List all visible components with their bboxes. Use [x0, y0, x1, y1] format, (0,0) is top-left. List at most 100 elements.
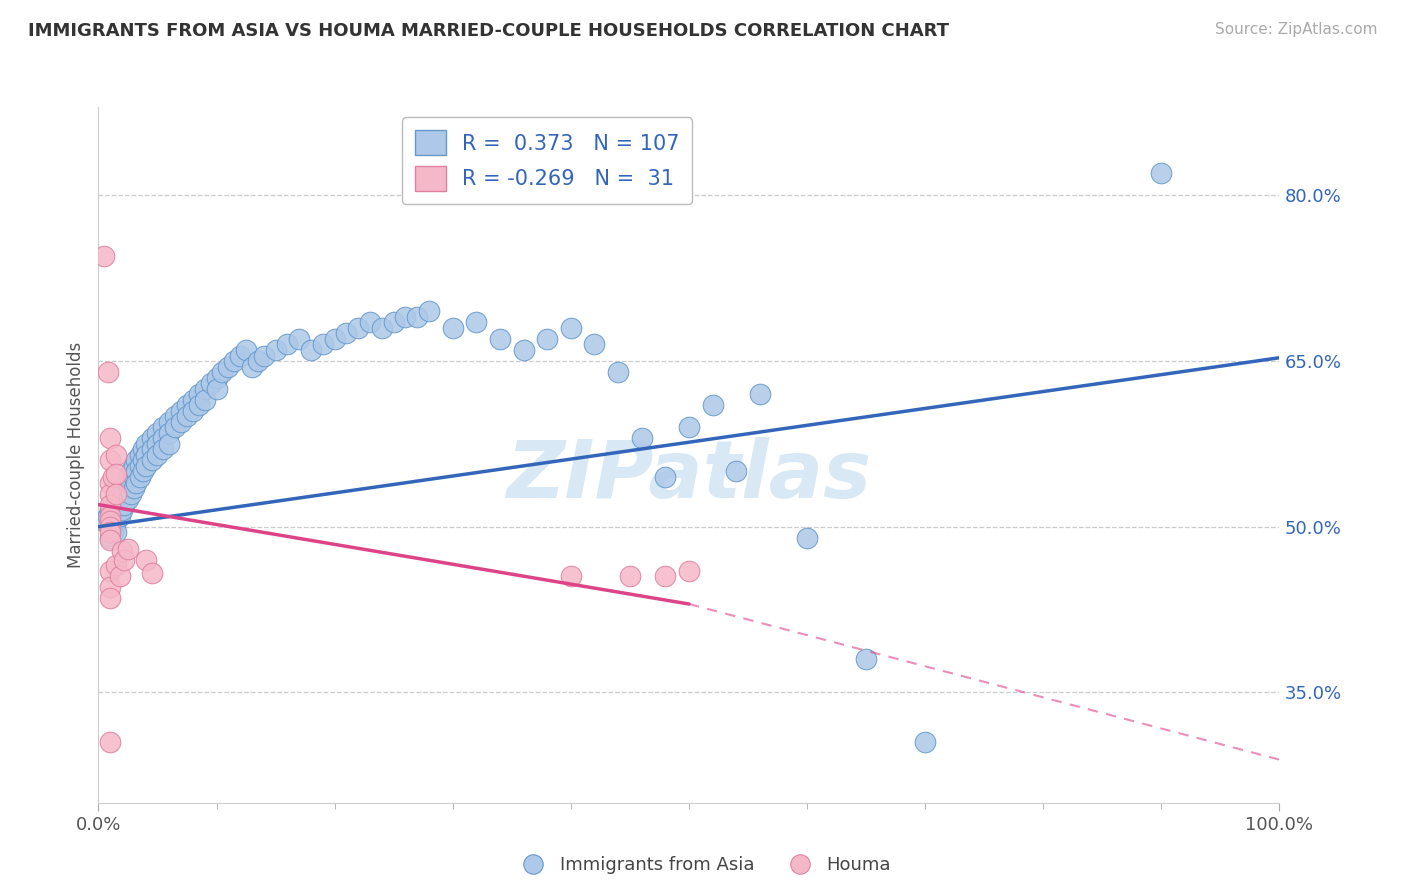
Point: [607, 365, 630, 379]
Point: [335, 326, 357, 341]
Point: [141, 453, 163, 467]
Point: [702, 398, 724, 412]
Point: [98, 508, 121, 523]
Point: [796, 531, 818, 545]
Point: [323, 332, 346, 346]
Point: [98, 531, 121, 545]
Point: [122, 458, 145, 473]
Legend: R =  0.373   N = 107, R = -0.269   N =  31: R = 0.373 N = 107, R = -0.269 N = 31: [402, 118, 692, 203]
Point: [725, 465, 748, 479]
Point: [235, 343, 257, 357]
Text: Source: ZipAtlas.com: Source: ZipAtlas.com: [1215, 22, 1378, 37]
Point: [489, 332, 512, 346]
Point: [181, 392, 204, 407]
Point: [98, 431, 121, 445]
Point: [98, 498, 121, 512]
Legend: Immigrants from Asia, Houma: Immigrants from Asia, Houma: [508, 849, 898, 881]
Point: [132, 465, 155, 479]
Point: [111, 481, 134, 495]
Text: ZIPatlas: ZIPatlas: [506, 437, 872, 515]
Point: [111, 503, 134, 517]
Point: [211, 365, 233, 379]
Point: [253, 349, 276, 363]
Point: [132, 442, 155, 457]
Point: [122, 481, 145, 495]
Point: [93, 514, 115, 528]
Point: [418, 304, 440, 318]
Point: [98, 475, 121, 490]
Point: [630, 431, 652, 445]
Point: [299, 343, 322, 357]
Point: [108, 486, 131, 500]
Point: [132, 453, 155, 467]
Point: [98, 514, 121, 528]
Point: [276, 337, 298, 351]
Point: [382, 315, 405, 329]
Point: [536, 332, 558, 346]
Point: [205, 370, 228, 384]
Point: [125, 465, 148, 479]
Point: [98, 533, 121, 547]
Point: [98, 525, 121, 540]
Point: [105, 486, 128, 500]
Point: [176, 409, 198, 424]
Point: [288, 332, 311, 346]
Point: [441, 321, 464, 335]
Point: [1150, 166, 1173, 180]
Point: [93, 249, 115, 263]
Point: [152, 431, 174, 445]
Point: [229, 349, 252, 363]
Point: [394, 310, 416, 324]
Point: [98, 453, 121, 467]
Point: [128, 448, 150, 462]
Point: [98, 564, 121, 578]
Point: [112, 486, 135, 500]
Y-axis label: Married-couple Households: Married-couple Households: [66, 342, 84, 568]
Point: [347, 321, 370, 335]
Point: [101, 525, 124, 540]
Point: [146, 425, 169, 440]
Point: [121, 465, 143, 479]
Point: [135, 448, 157, 462]
Point: [121, 475, 143, 490]
Point: [122, 470, 145, 484]
Point: [111, 492, 134, 507]
Point: [112, 498, 135, 512]
Point: [108, 498, 131, 512]
Point: [359, 315, 381, 329]
Point: [111, 544, 134, 558]
Point: [465, 315, 488, 329]
Point: [105, 558, 128, 573]
Point: [217, 359, 239, 374]
Point: [98, 735, 121, 749]
Point: [105, 467, 128, 481]
Point: [264, 343, 287, 357]
Point: [176, 398, 198, 412]
Point: [101, 470, 124, 484]
Point: [187, 387, 209, 401]
Point: [121, 486, 143, 500]
Point: [101, 498, 124, 512]
Point: [117, 481, 139, 495]
Point: [97, 365, 120, 379]
Point: [748, 387, 770, 401]
Point: [181, 403, 204, 417]
Point: [135, 553, 157, 567]
Point: [98, 581, 121, 595]
Point: [224, 354, 246, 368]
Point: [157, 437, 180, 451]
Point: [117, 541, 139, 556]
Point: [157, 425, 180, 440]
Point: [117, 470, 139, 484]
Point: [560, 321, 582, 335]
Point: [246, 354, 269, 368]
Point: [98, 503, 121, 517]
Point: [105, 503, 128, 517]
Point: [371, 321, 394, 335]
Point: [117, 492, 139, 507]
Point: [152, 420, 174, 434]
Point: [205, 382, 228, 396]
Point: [560, 569, 582, 583]
Point: [98, 591, 121, 606]
Point: [105, 525, 128, 540]
